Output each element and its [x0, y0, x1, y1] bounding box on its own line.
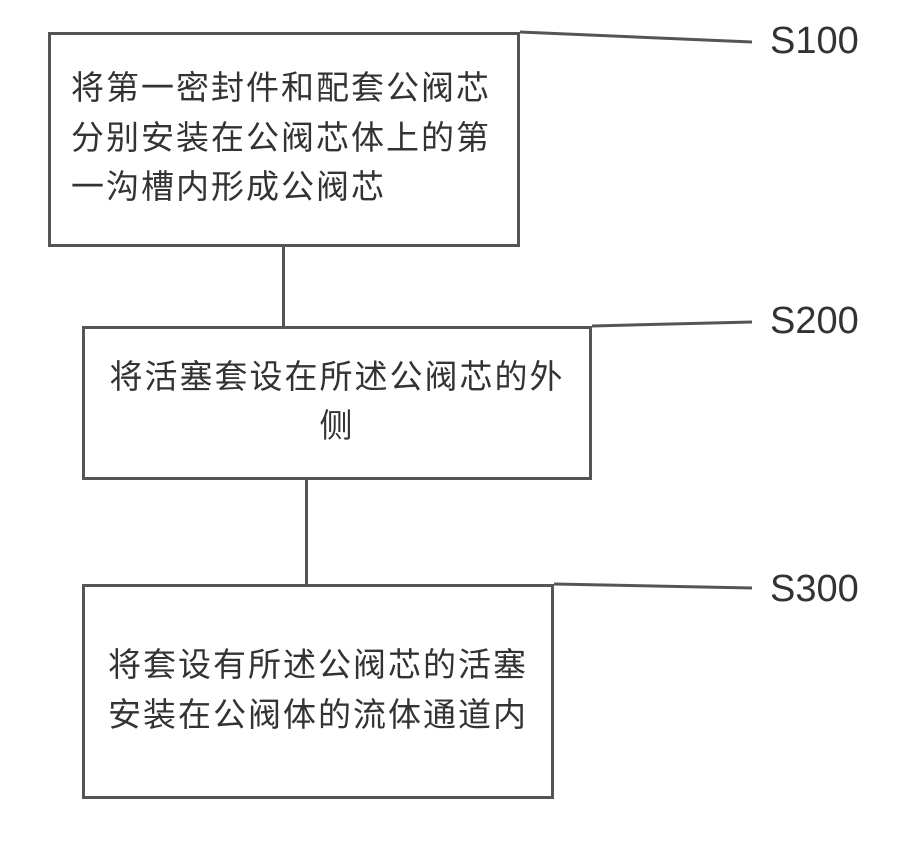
- label-s200: S200: [770, 300, 859, 343]
- flowchart-node-s100: 将第一密封件和配套公阀芯分别安装在公阀芯体上的第一沟槽内形成公阀芯: [48, 32, 520, 247]
- node-text-s100: 将第一密封件和配套公阀芯分别安装在公阀芯体上的第一沟槽内形成公阀芯: [71, 65, 497, 214]
- connector-s100-s200: [282, 247, 285, 326]
- flowchart-node-s300: 将套设有所述公阀芯的活塞安装在公阀体的流体通道内: [82, 584, 554, 799]
- label-s100: S100: [770, 20, 859, 63]
- node-text-s300: 将套设有所述公阀芯的活塞安装在公阀体的流体通道内: [105, 642, 531, 741]
- label-connector-s100: [520, 30, 770, 90]
- node-text-s200: 将活塞套设在所述公阀芯的外侧: [105, 354, 569, 453]
- label-connector-s200: [592, 320, 770, 360]
- flowchart-node-s200: 将活塞套设在所述公阀芯的外侧: [82, 326, 592, 480]
- label-connector-s300: [554, 580, 770, 620]
- label-s300: S300: [770, 568, 859, 611]
- connector-s200-s300: [305, 480, 308, 584]
